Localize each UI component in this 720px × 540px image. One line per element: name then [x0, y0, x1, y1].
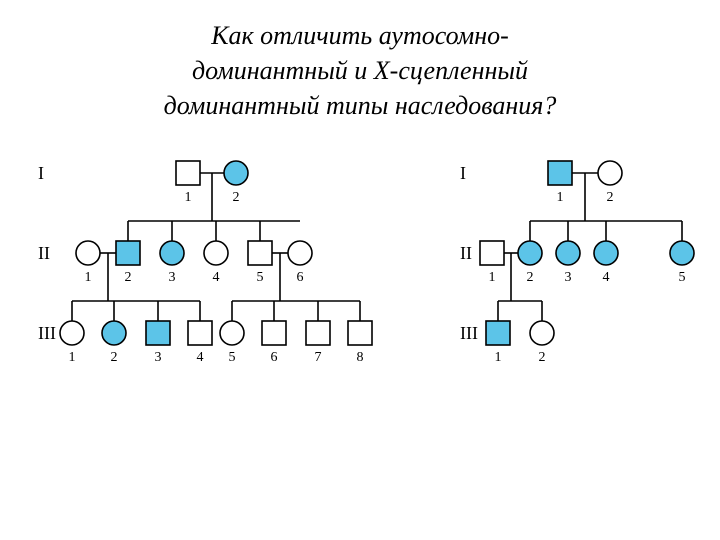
pedigree-right: I 1 2 II 1 2 3 4 5 III 1 2 — [440, 133, 710, 443]
svg-text:3: 3 — [565, 270, 572, 285]
svg-text:I: I — [460, 163, 466, 183]
svg-text:7: 7 — [315, 350, 322, 365]
svg-text:II: II — [38, 243, 50, 263]
svg-text:4: 4 — [213, 270, 220, 285]
svg-text:1: 1 — [557, 190, 564, 205]
svg-text:1: 1 — [85, 270, 92, 285]
svg-text:5: 5 — [257, 270, 264, 285]
svg-text:1: 1 — [185, 190, 192, 205]
svg-text:4: 4 — [197, 350, 204, 365]
svg-text:3: 3 — [169, 270, 176, 285]
svg-text:III: III — [460, 323, 478, 343]
pedigree-panels: I 1 2 II 1 2 3 4 5 6 III 1 2 3 4 5 6 7 8 I 1 2 II 1 2 3 4 5 III 1 2 — [0, 133, 720, 503]
svg-text:5: 5 — [229, 350, 236, 365]
page-title: Как отличить аутосомно- доминантный и Х-… — [0, 0, 720, 133]
title-line: доминантный и Х-сцепленный — [192, 56, 528, 85]
title-line: доминантный типы наследования? — [164, 91, 557, 120]
svg-text:6: 6 — [297, 270, 304, 285]
title-line: Как отличить аутосомно- — [211, 21, 509, 50]
svg-text:1: 1 — [69, 350, 76, 365]
svg-text:2: 2 — [527, 270, 534, 285]
svg-text:5: 5 — [679, 270, 686, 285]
svg-text:2: 2 — [607, 190, 614, 205]
pedigree-left: I 1 2 II 1 2 3 4 5 6 III 1 2 3 4 5 6 7 8 — [10, 133, 430, 443]
svg-text:2: 2 — [233, 190, 240, 205]
svg-text:II: II — [460, 243, 472, 263]
svg-text:2: 2 — [539, 350, 546, 365]
svg-text:2: 2 — [111, 350, 118, 365]
svg-text:6: 6 — [271, 350, 278, 365]
svg-text:1: 1 — [489, 270, 496, 285]
svg-text:3: 3 — [155, 350, 162, 365]
svg-text:4: 4 — [603, 270, 610, 285]
svg-text:I: I — [38, 163, 44, 183]
svg-text:1: 1 — [495, 350, 502, 365]
svg-text:2: 2 — [125, 270, 132, 285]
svg-text:III: III — [38, 323, 56, 343]
svg-text:8: 8 — [357, 350, 364, 365]
